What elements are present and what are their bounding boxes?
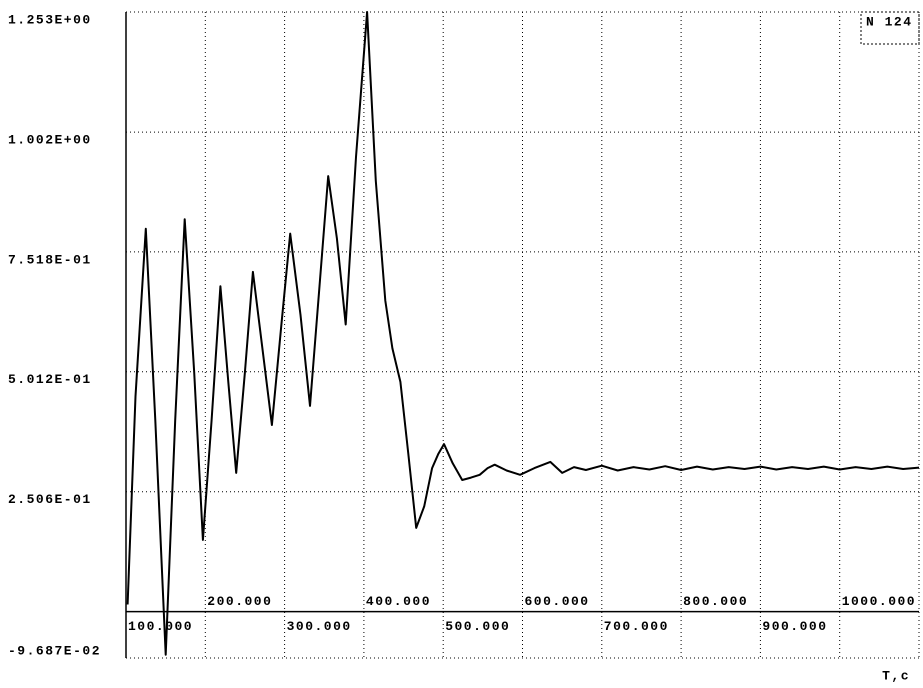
x-tick-label: 100.000	[128, 619, 193, 634]
x-tick-label: 200.000	[207, 594, 272, 609]
y-tick-label: 7.518E-01	[8, 252, 92, 267]
x-axis-label: T,c	[882, 668, 910, 683]
x-tick-label: 1000.000	[842, 594, 916, 609]
y-tick-label: 1.253E+00	[8, 12, 92, 27]
x-tick-label: 800.000	[683, 594, 748, 609]
x-tick-label: 700.000	[604, 619, 669, 634]
y-tick-label: 2.506E-01	[8, 492, 92, 507]
legend-box	[860, 11, 920, 45]
y-tick-label: 5.012E-01	[8, 372, 92, 387]
legend-label: N 124	[866, 14, 913, 29]
x-tick-label: 600.000	[525, 594, 590, 609]
x-tick-label: 900.000	[762, 619, 827, 634]
y-tick-label: -9.687E-02	[8, 643, 101, 658]
data-line	[126, 11, 920, 656]
x-tick-label: 500.000	[445, 619, 510, 634]
x-tick-label: 400.000	[366, 594, 431, 609]
y-tick-label: 1.002E+00	[8, 133, 92, 148]
x-tick-label: 300.000	[287, 619, 352, 634]
